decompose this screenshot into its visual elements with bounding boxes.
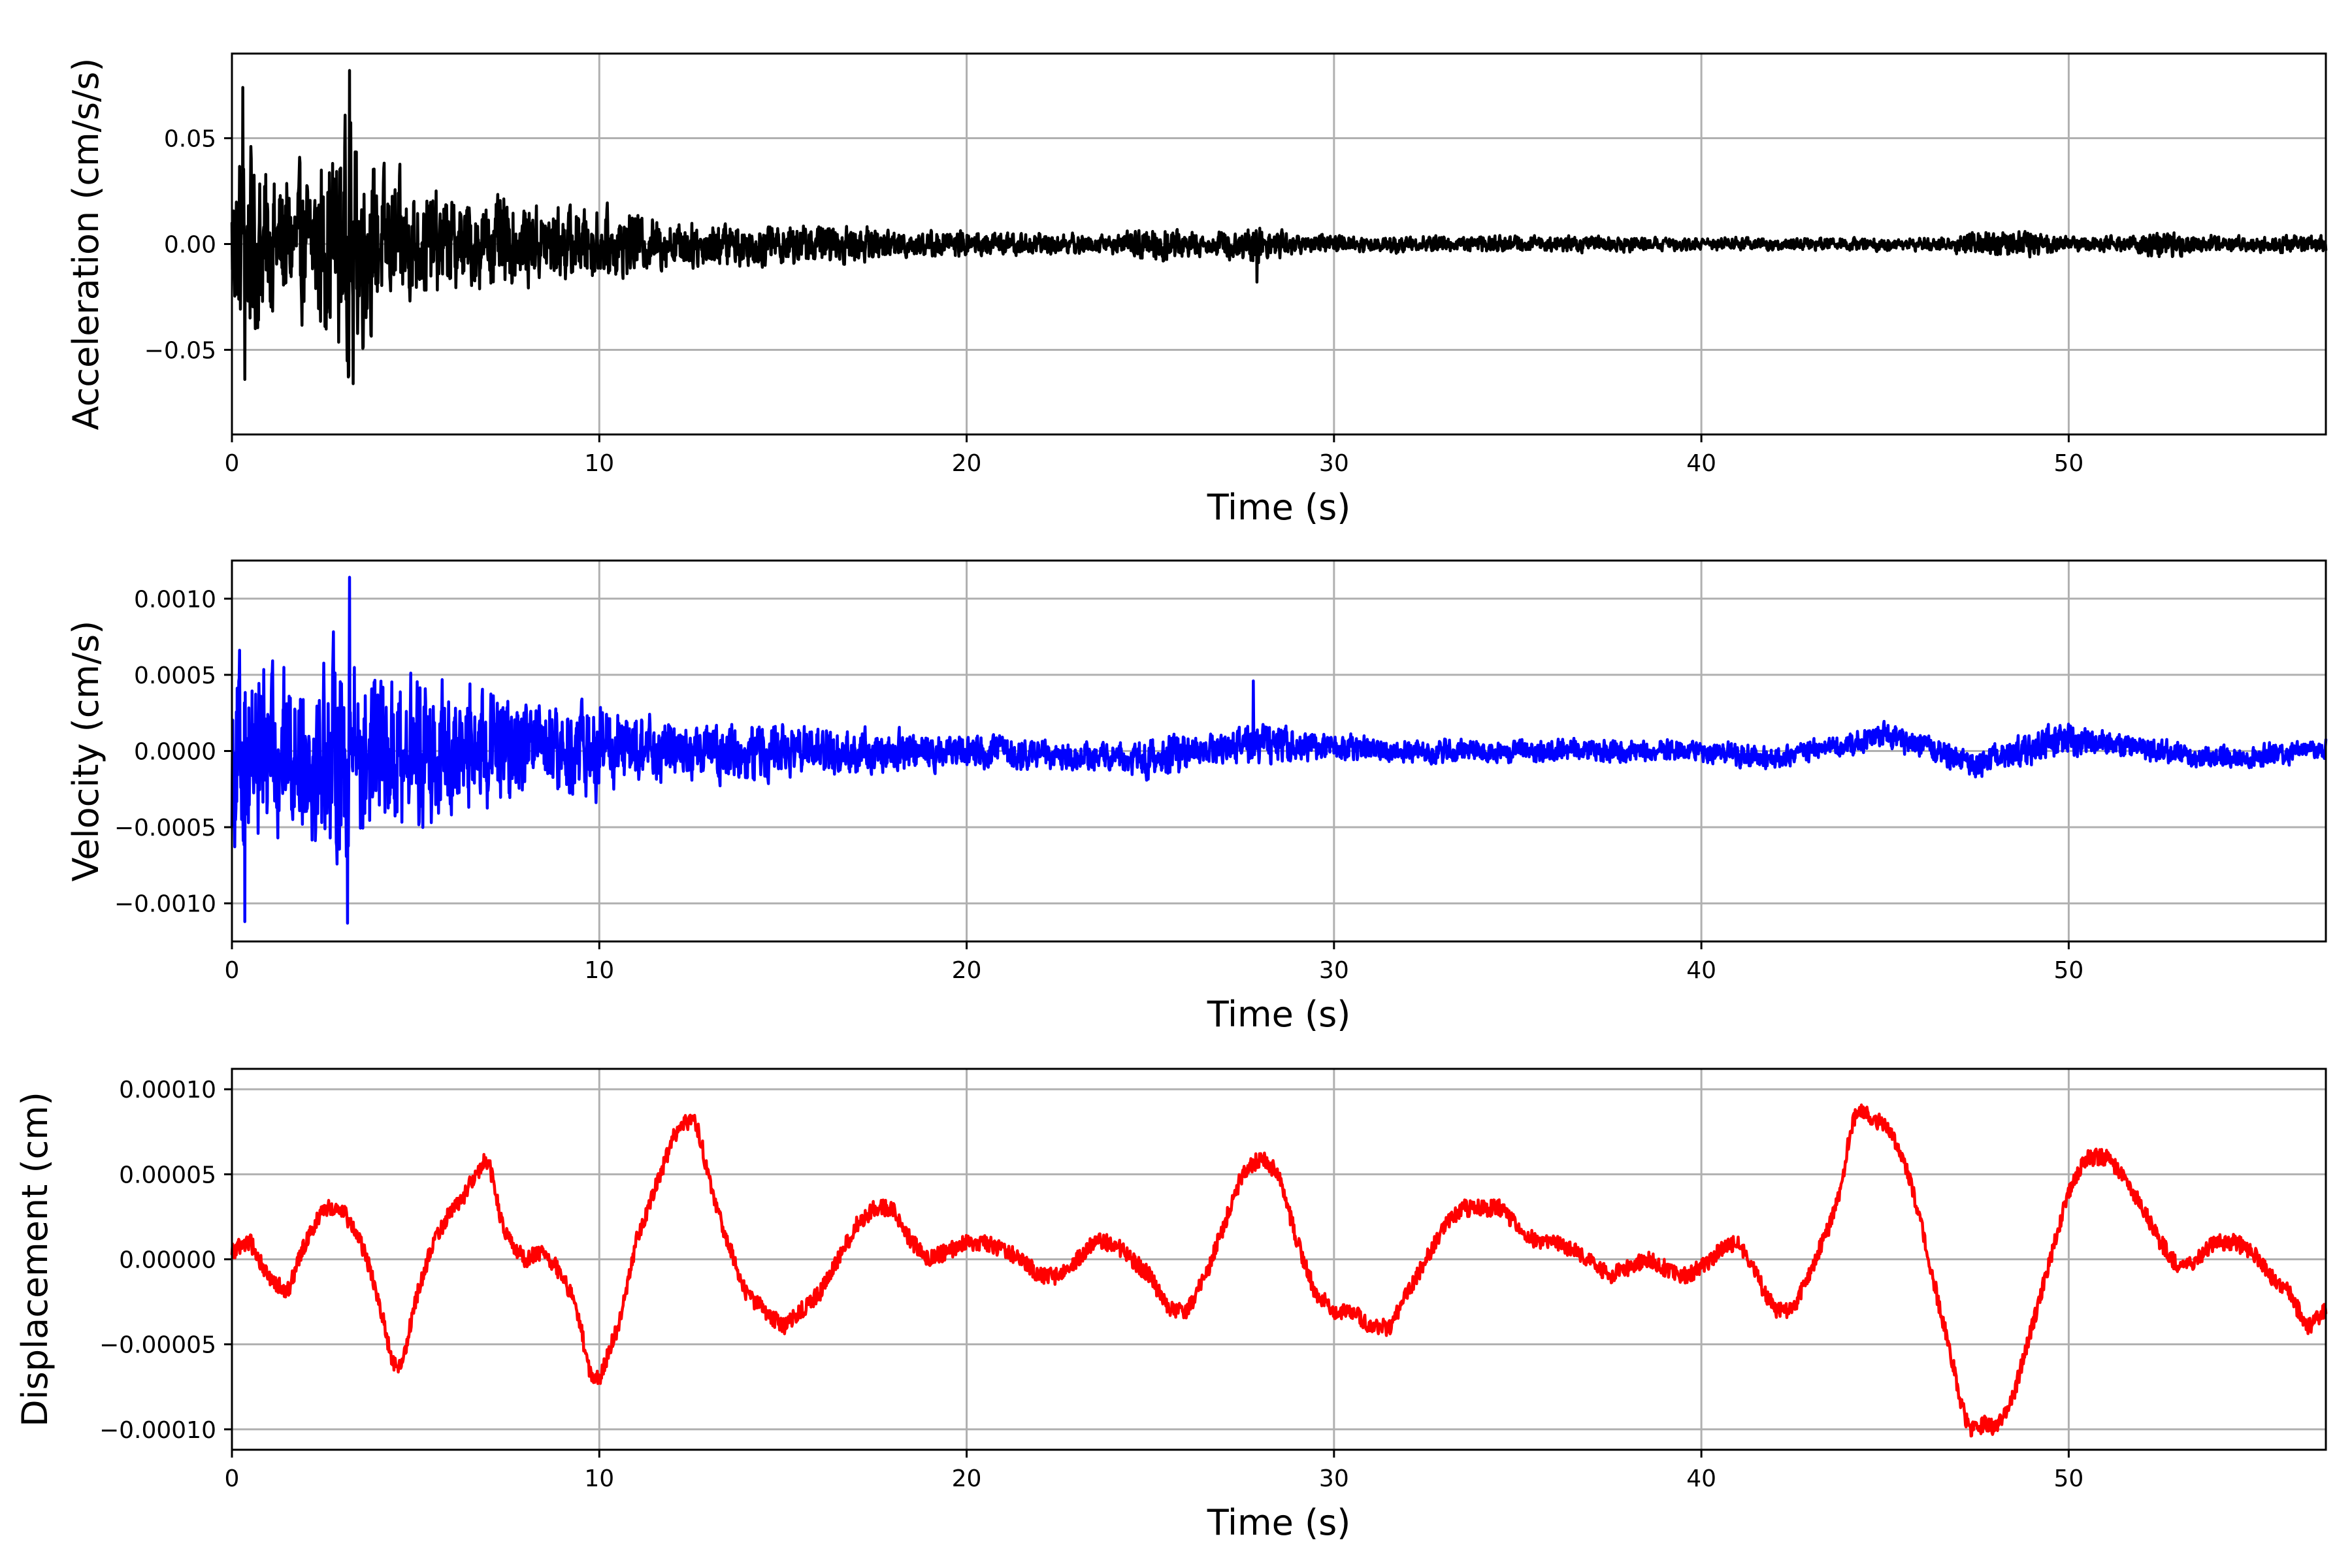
acceleration-x-tick-label: 50 <box>2053 450 2083 477</box>
velocity-x-tick-label: 30 <box>1319 957 1349 984</box>
displacement-x-tick-label: 20 <box>952 1465 982 1492</box>
velocity-x-tick-label: 0 <box>225 957 240 984</box>
displacement-x-axis-label: Time (s) <box>1207 1502 1351 1543</box>
velocity-x-tick-label: 20 <box>952 957 982 984</box>
velocity-x-tick-label: 50 <box>2053 957 2083 984</box>
acceleration-y-tick-label: −0.05 <box>144 337 216 364</box>
displacement-y-tick-label: 0.00005 <box>119 1162 216 1188</box>
displacement-x-tick-label: 0 <box>225 1465 240 1492</box>
acceleration-x-tick-label: 10 <box>584 450 614 477</box>
acceleration-y-tick-label: 0.00 <box>164 232 216 259</box>
displacement-x-tick-label: 10 <box>584 1465 614 1492</box>
displacement-x-tick-label: 40 <box>1686 1465 1716 1492</box>
acceleration-x-axis-label: Time (s) <box>1207 487 1351 528</box>
acceleration-y-axis-label: Acceleration (cm/s/s) <box>65 58 106 431</box>
velocity-x-axis-label: Time (s) <box>1207 994 1351 1035</box>
displacement-y-tick-label: 0.00010 <box>119 1077 216 1103</box>
acceleration-x-tick-label: 30 <box>1319 450 1349 477</box>
displacement-y-tick-label: −0.00010 <box>99 1417 216 1444</box>
displacement-y-tick-label: −0.00005 <box>99 1332 216 1359</box>
velocity-y-tick-label: −0.0005 <box>114 815 216 841</box>
acceleration-x-tick-label: 40 <box>1686 450 1716 477</box>
acceleration-x-tick-label: 0 <box>225 450 240 477</box>
displacement-y-tick-label: 0.00000 <box>119 1247 216 1274</box>
acceleration-panel: 0 10 20 30 40 50 −0.05 0.00 0.05 Time (s) Accelera… <box>65 52 2328 528</box>
displacement-x-tick-label: 30 <box>1319 1465 1349 1492</box>
velocity-x-tick-label: 40 <box>1686 957 1716 984</box>
velocity-y-tick-label: 0.0000 <box>134 739 216 766</box>
velocity-series-line <box>230 576 2328 925</box>
displacement-panel: 0 10 20 30 40 50 −0.00010 −0.00005 0.00000 0.0000… <box>14 1068 2328 1543</box>
displacement-y-axis-label: Displacement (cm) <box>14 1092 56 1427</box>
velocity-y-tick-label: −0.0010 <box>114 891 216 918</box>
velocity-x-tick-label: 10 <box>584 957 614 984</box>
displacement-series-line <box>230 1103 2328 1438</box>
velocity-y-tick-label: 0.0005 <box>134 662 216 689</box>
acceleration-x-tick-label: 20 <box>952 450 982 477</box>
acceleration-y-tick-label: 0.05 <box>164 126 216 153</box>
acceleration-series-line <box>230 69 2328 385</box>
velocity-y-tick-label: 0.0010 <box>134 586 216 613</box>
displacement-x-tick-label: 50 <box>2053 1465 2083 1492</box>
velocity-y-axis-label: Velocity (cm/s) <box>65 621 106 882</box>
velocity-panel: 0 10 20 30 40 50 −0.0010 −0.0005 0.0000 0.0005 0.0… <box>65 559 2328 1035</box>
